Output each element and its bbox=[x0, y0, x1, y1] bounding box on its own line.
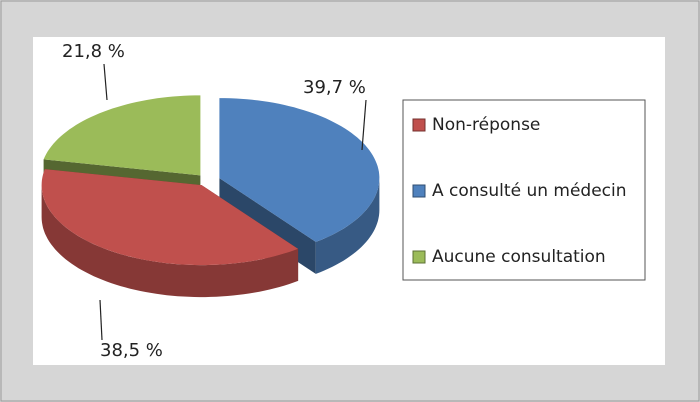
leader-line bbox=[99, 299, 103, 341]
legend-label: Non-réponse bbox=[432, 115, 540, 135]
pie bbox=[41, 95, 380, 298]
slice bbox=[43, 95, 201, 176]
leader-line bbox=[103, 63, 108, 101]
slice bbox=[219, 98, 380, 242]
legend-swatch bbox=[412, 184, 426, 198]
legend-swatch bbox=[412, 250, 426, 264]
data-label: 38,5 % bbox=[100, 340, 163, 361]
leader-line bbox=[361, 99, 367, 151]
data-labels: 38,5 % 39,7 % 21,8 % bbox=[62, 41, 367, 361]
legend-box bbox=[402, 99, 646, 281]
legend-label: Aucune consultation bbox=[432, 247, 606, 267]
legend: Non-réponse A consulté un médecin Aucune c… bbox=[402, 99, 646, 281]
slice bbox=[41, 169, 299, 266]
slice-wall bbox=[41, 185, 299, 298]
data-label: 39,7 % bbox=[303, 77, 366, 98]
slice-wall bbox=[315, 178, 380, 274]
legend-swatch bbox=[412, 118, 426, 132]
legend-label: A consulté un médecin bbox=[432, 181, 627, 201]
data-label: 21,8 % bbox=[62, 41, 125, 62]
